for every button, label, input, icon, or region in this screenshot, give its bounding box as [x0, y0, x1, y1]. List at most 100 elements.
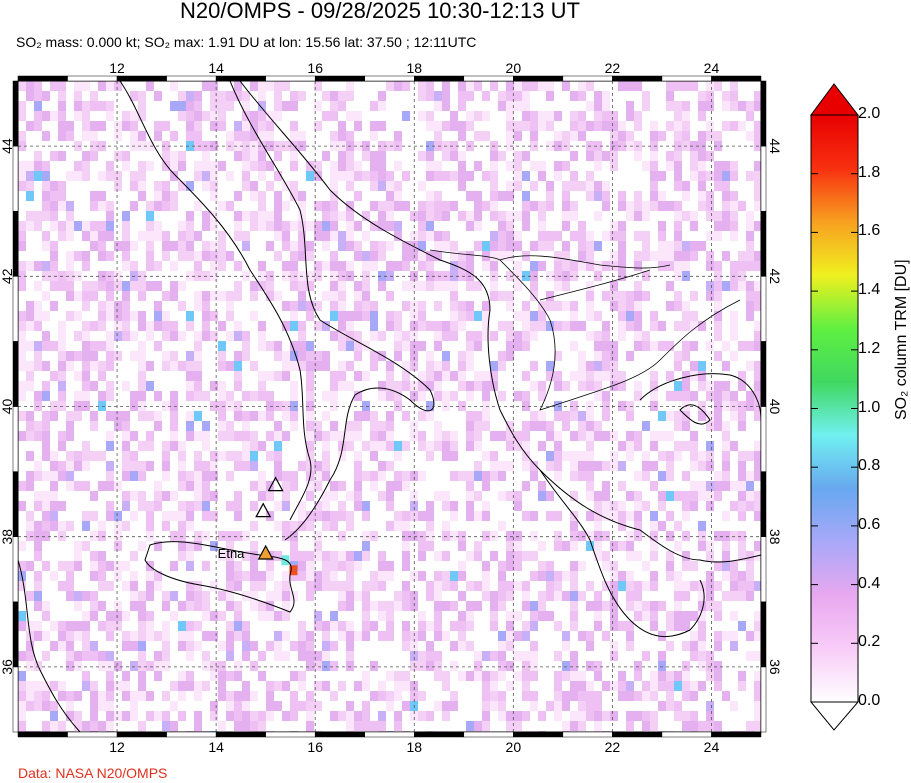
so2-pixel — [554, 581, 562, 591]
so2-pixel — [154, 281, 162, 291]
so2-pixel — [242, 241, 250, 251]
so2-pixel — [594, 511, 602, 521]
so2-pixel — [626, 601, 634, 611]
so2-pixel — [538, 421, 546, 431]
so2-pixel — [746, 581, 754, 591]
so2-pixel — [674, 261, 682, 271]
so2-pixel — [722, 401, 730, 411]
so2-pixel — [362, 531, 370, 541]
so2-pixel — [546, 581, 554, 591]
so2-pixel — [618, 381, 626, 391]
so2-pixel — [554, 711, 562, 721]
so2-pixel — [42, 701, 50, 711]
so2-pixel — [146, 261, 154, 271]
so2-pixel — [514, 501, 522, 511]
lon-tick-label-top: 14 — [208, 60, 224, 76]
so2-pixel — [98, 581, 106, 591]
so2-pixel — [666, 641, 674, 651]
so2-pixel — [106, 441, 114, 451]
so2-pixel — [722, 481, 730, 491]
so2-pixel — [578, 181, 586, 191]
so2-pixel — [18, 81, 26, 91]
so2-pixel — [610, 111, 618, 121]
so2-pixel — [162, 351, 170, 361]
so2-pixel — [282, 261, 290, 271]
so2-pixel — [226, 551, 234, 561]
so2-pixel — [34, 281, 42, 291]
so2-pixel — [330, 271, 338, 281]
so2-pixel — [658, 411, 666, 421]
so2-pixel — [146, 581, 154, 591]
so2-pixel — [394, 191, 402, 201]
so2-pixel — [170, 101, 178, 111]
so2-pixel — [642, 561, 650, 571]
so2-pixel — [282, 351, 290, 361]
so2-pixel — [186, 551, 194, 561]
so2-pixel — [58, 441, 66, 451]
so2-pixel — [674, 231, 682, 241]
so2-pixel — [122, 411, 130, 421]
so2-pixel — [346, 221, 354, 231]
so2-pixel — [570, 651, 578, 661]
so2-pixel — [186, 651, 194, 661]
so2-pixel — [562, 701, 570, 711]
so2-pixel — [586, 291, 594, 301]
so2-pixel — [418, 81, 426, 91]
so2-pixel — [346, 211, 354, 221]
so2-pixel — [18, 171, 26, 181]
so2-pixel — [706, 171, 714, 181]
so2-pixel — [530, 621, 538, 631]
so2-pixel — [650, 461, 658, 471]
so2-pixel — [298, 341, 306, 351]
so2-pixel — [338, 431, 346, 441]
so2-pixel — [194, 711, 202, 721]
so2-pixel — [722, 251, 730, 261]
so2-pixel — [282, 411, 290, 421]
so2-pixel — [722, 691, 730, 701]
so2-pixel — [754, 651, 761, 661]
so2-pixel — [114, 321, 122, 331]
so2-pixel — [634, 581, 642, 591]
so2-pixel — [58, 531, 66, 541]
so2-pixel — [394, 451, 402, 461]
so2-pixel — [594, 501, 602, 511]
so2-pixel — [290, 151, 298, 161]
so2-pixel — [594, 661, 602, 671]
so2-pixel — [162, 311, 170, 321]
so2-pixel — [482, 321, 490, 331]
so2-pixel — [122, 461, 130, 471]
so2-pixel — [650, 161, 658, 171]
so2-pixel — [50, 181, 58, 191]
so2-pixel — [498, 221, 506, 231]
so2-pixel — [698, 111, 706, 121]
so2-pixel — [594, 211, 602, 221]
so2-pixel — [210, 241, 218, 251]
so2-pixel — [442, 701, 450, 711]
so2-pixel — [370, 351, 378, 361]
so2-pixel — [178, 641, 186, 651]
so2-pixel — [258, 141, 266, 151]
so2-pixel — [418, 201, 426, 211]
so2-pixel — [754, 321, 761, 331]
so2-pixel — [242, 351, 250, 361]
so2-pixel — [474, 131, 482, 141]
so2-pixel — [370, 121, 378, 131]
so2-pixel — [666, 621, 674, 631]
so2-pixel — [594, 391, 602, 401]
so2-pixel — [490, 161, 498, 171]
so2-pixel — [162, 141, 170, 151]
so2-pixel — [370, 151, 378, 161]
so2-pixel — [314, 651, 322, 661]
lon-tick-label-top: 22 — [605, 60, 621, 76]
so2-pixel — [266, 131, 274, 141]
so2-pixel — [522, 481, 530, 491]
so2-pixel — [754, 381, 761, 391]
so2-pixel — [66, 431, 74, 441]
so2-pixel — [210, 181, 218, 191]
so2-pixel — [674, 101, 682, 111]
so2-pixel — [626, 301, 634, 311]
so2-pixel — [346, 201, 354, 211]
so2-pixel — [410, 321, 418, 331]
so2-pixel — [482, 421, 490, 431]
so2-pixel — [114, 281, 122, 291]
